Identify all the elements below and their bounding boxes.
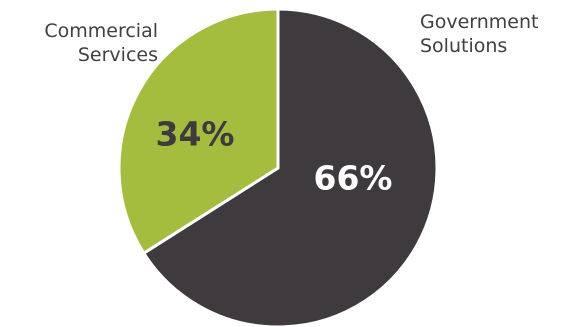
pie-slice-government-solutions [142,7,439,327]
pie-category-label-line: Services [78,44,158,66]
pie-category-labels: Government Solutions Commercial Services [44,11,538,66]
pie-category-label-line: Commercial [44,20,158,42]
pie-category-label: Government Solutions [420,11,539,57]
pie-category-label-line: Solutions [420,35,507,57]
pie-value-label: 34% [156,115,235,154]
pie-value-labels: 66% 34% [156,115,393,198]
pie-slices [117,7,439,327]
pie-slice-commercial-services [117,7,280,255]
pie-category-label-line: Government [420,11,539,33]
pie-value-label: 66% [314,159,393,198]
pie-category-label: Commercial Services [44,20,158,66]
